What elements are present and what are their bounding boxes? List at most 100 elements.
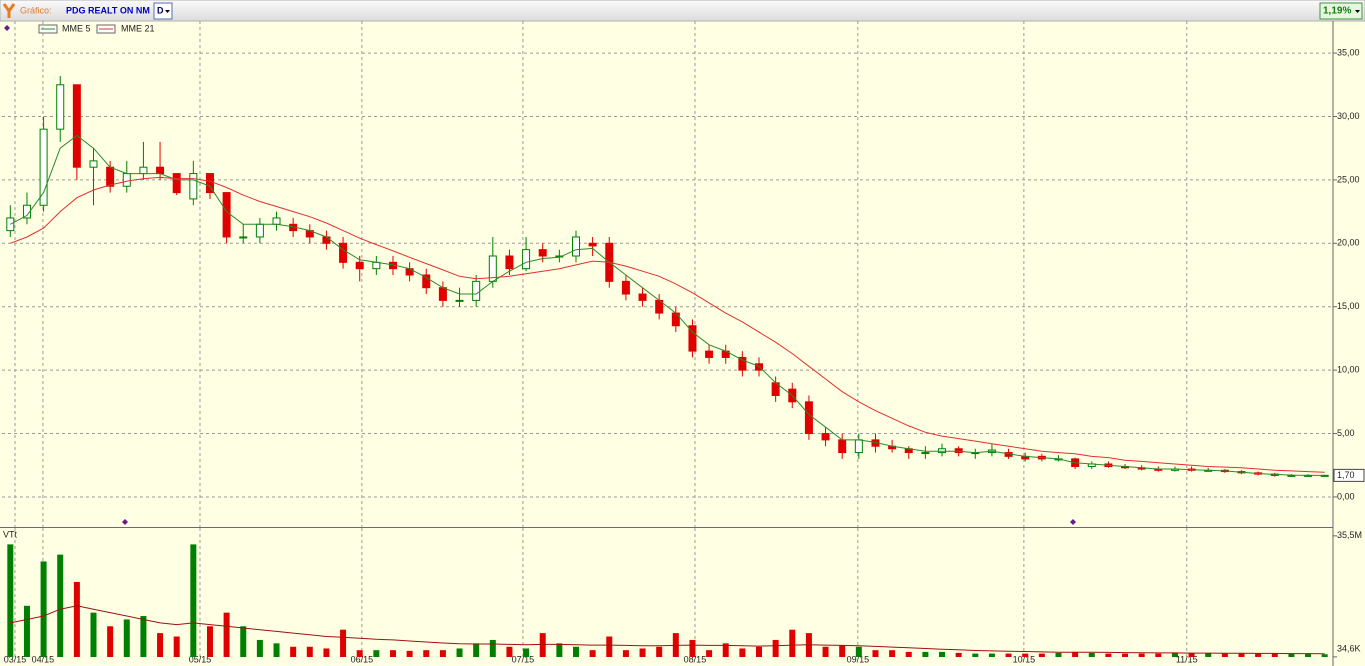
- moving-average-line: [10, 176, 1325, 473]
- change[interactable]: 1,19%: [1323, 6, 1351, 17]
- volume-bar: [589, 650, 596, 657]
- volume-bar: [822, 646, 829, 657]
- x-tick-label: 06/15: [351, 654, 374, 664]
- event-marker[interactable]: [122, 519, 128, 525]
- toolbar-label: Gráfico:: [20, 5, 52, 15]
- volume-bar: [123, 619, 130, 657]
- volume-bar: [889, 650, 896, 657]
- x-tick-label: 09/15: [847, 654, 870, 664]
- dropdown-arrow: [165, 10, 170, 13]
- candle-body: [239, 236, 248, 239]
- x-tick-label: 08/15: [684, 654, 707, 664]
- volume-label: VTt: [3, 529, 18, 539]
- volume-bar: [506, 646, 513, 657]
- volume-bar: [90, 612, 97, 657]
- volume-bar: [173, 636, 180, 657]
- candle-body: [921, 452, 930, 455]
- volume-bar: [556, 643, 563, 657]
- legend-label: MME 21: [121, 23, 155, 33]
- volume-bar: [756, 646, 763, 657]
- volume-bar: [739, 648, 746, 657]
- volume-average-line: [10, 605, 1325, 655]
- dropdown-arrow: [1355, 10, 1360, 13]
- x-tick-label: 11/15: [1176, 654, 1198, 664]
- volume-bar: [107, 626, 114, 657]
- volume-bar: [273, 643, 280, 657]
- candle-body: [122, 173, 131, 187]
- candle-body: [255, 223, 264, 238]
- volume-bar: [988, 653, 995, 657]
- volume-bar: [1321, 654, 1328, 657]
- candle-body: [804, 401, 813, 435]
- volume-bar: [789, 629, 796, 657]
- volume-bar: [206, 626, 213, 657]
- volume-bar: [656, 646, 663, 657]
- event-marker[interactable]: [4, 25, 10, 31]
- toolbar: [0, 0, 1365, 22]
- candle-body: [156, 166, 165, 175]
- volume-bar: [1138, 653, 1145, 657]
- candle-body: [422, 274, 431, 289]
- volume-bar: [7, 544, 14, 657]
- instrument[interactable]: PDG REALT ON NM: [66, 5, 150, 15]
- period-select[interactable]: [153, 2, 173, 20]
- volume-bar: [423, 650, 430, 657]
- candle-body: [106, 166, 115, 187]
- volume-bar: [373, 650, 380, 657]
- volume-bar: [389, 650, 396, 657]
- y-tick-label: 15,00: [1337, 301, 1360, 311]
- candle-body: [189, 173, 198, 200]
- volume-bar: [905, 651, 912, 657]
- volume-bar: [240, 626, 247, 657]
- candle-body: [272, 217, 281, 225]
- candle-body: [56, 84, 65, 130]
- candle-body: [72, 84, 81, 168]
- x-tick-label: 05/15: [189, 654, 212, 664]
- y-tick-label: 35,00: [1337, 47, 1360, 57]
- period[interactable]: D: [157, 5, 164, 15]
- volume-bar: [855, 646, 862, 657]
- volume-bar: [1055, 652, 1062, 657]
- volume-bar: [772, 639, 779, 657]
- candle-body: [688, 325, 697, 352]
- candle-body: [854, 439, 863, 454]
- volume-bar: [1271, 653, 1278, 657]
- candle-body: [705, 350, 714, 358]
- volume-bar: [1238, 653, 1245, 657]
- legend: MME 5 MME 21: [38, 23, 155, 34]
- volume-bar: [323, 648, 330, 657]
- candle-body: [322, 236, 331, 244]
- volume-bar: [839, 645, 846, 657]
- volume-bar: [1122, 653, 1129, 657]
- volume-bar: [1188, 652, 1195, 657]
- volume-bar: [140, 616, 147, 657]
- volume-bar: [356, 650, 363, 657]
- candle-body: [638, 293, 647, 301]
- candle-body: [455, 299, 464, 302]
- volume-bar: [256, 639, 263, 657]
- volume-bar: [1088, 652, 1095, 657]
- volume-bar: [1221, 653, 1228, 657]
- candle-body: [671, 312, 680, 327]
- volume-bar: [406, 650, 413, 657]
- candle-body: [838, 439, 847, 454]
- y-tick-label: 20,00: [1337, 238, 1360, 248]
- candle-body: [172, 173, 181, 194]
- volume-bar: [1171, 652, 1178, 657]
- candle-body: [571, 236, 580, 257]
- volume-bar: [639, 648, 646, 657]
- candle-body: [738, 356, 747, 371]
- volume-bar: [1072, 651, 1079, 657]
- x-tick-label: 04/15: [32, 654, 55, 664]
- volume-bar: [1255, 653, 1262, 657]
- volume-bar: [223, 612, 230, 657]
- volume-bar: [622, 650, 629, 657]
- last-price-label: 1,70: [1337, 470, 1355, 480]
- event-marker[interactable]: [1070, 519, 1076, 525]
- legend-label: MME 5: [62, 23, 91, 33]
- change-box[interactable]: [1319, 2, 1363, 20]
- last-price-marker: [1333, 468, 1365, 482]
- volume-bar: [340, 629, 347, 657]
- volume-bar: [722, 643, 729, 657]
- candle-body: [205, 173, 214, 194]
